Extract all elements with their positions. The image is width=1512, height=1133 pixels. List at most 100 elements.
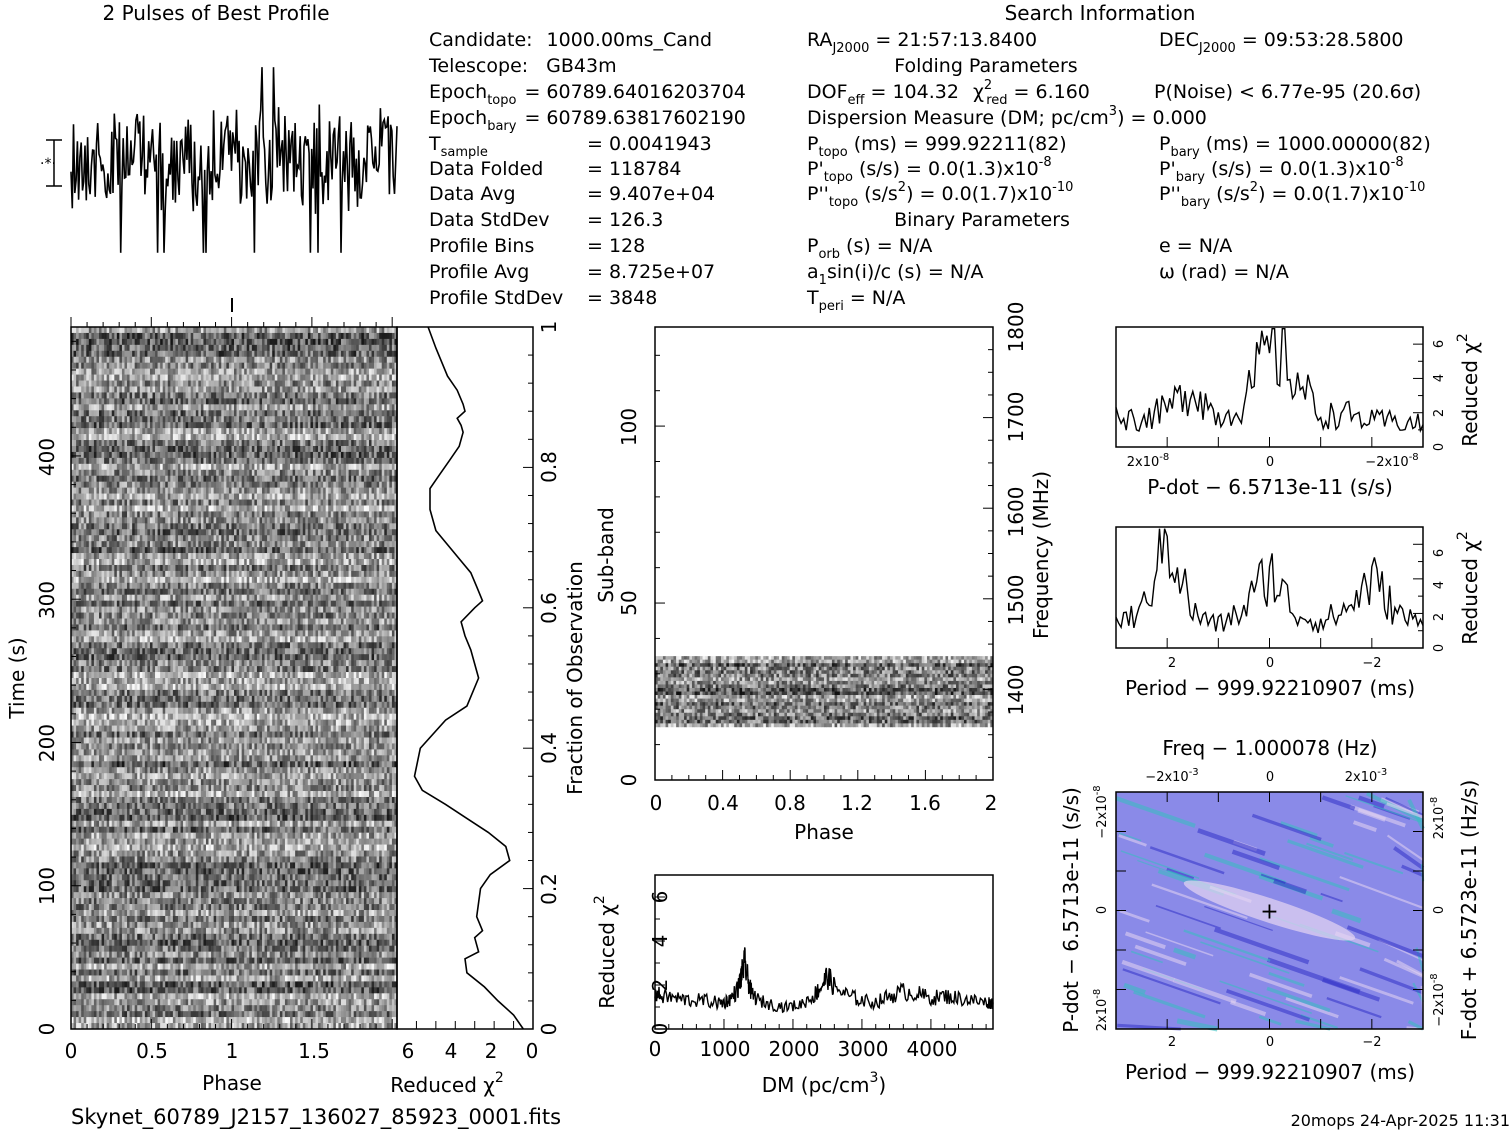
time-phase-cell [249,457,253,465]
time-phase-cell [351,362,355,369]
time-phase-cell [325,445,329,453]
time-phase-cell [244,535,248,542]
time-phase-cell [93,428,97,435]
time-phase-cell [193,398,197,405]
time-phase-cell [363,332,367,340]
time-phase-cell [239,457,242,465]
time-phase-cell [307,517,311,524]
time-phase-cell [305,392,309,399]
time-phase-cell [142,457,146,465]
time-phase-cell [76,445,79,453]
time-phase-cell [109,338,113,346]
time-phase-cell [162,469,166,477]
time-phase-cell [374,344,377,352]
time-phase-cell [348,356,352,363]
time-phase-cell [185,445,189,453]
time-phase-cell [155,392,158,399]
time-phase-cell [351,327,355,334]
time-phase-cell [320,451,324,459]
time-phase-cell [244,493,248,500]
time-phase-cell [236,451,240,459]
time-phase-cell [379,463,383,471]
time-phase-cell [262,434,265,441]
time-phase-cell [323,457,326,465]
time-phase-cell [269,356,273,363]
time-phase-cell [190,327,194,334]
time-phase-cell [142,553,146,560]
time-phase-cell [302,451,306,459]
time-phase-cell [211,535,214,542]
time-phase-cell [190,505,194,512]
time-phase-cell [358,362,362,369]
time-phase-cell [256,422,260,429]
time-phase-cell [366,410,370,417]
time-phase-cell [272,404,276,411]
time-phase-cell [340,410,344,417]
time-phase-cell [366,445,370,453]
time-phase-cell [241,451,245,459]
time-phase-cell [88,416,92,423]
time-phase-cell [343,440,347,447]
time-phase-cell [246,380,250,387]
time-phase-cell [371,392,375,399]
time-phase-cell [231,434,235,441]
time-phase-cell [132,529,135,536]
time-phase-cell [262,451,265,459]
time-phase-cell [389,463,393,471]
time-phase-cell [198,392,202,399]
time-phase-cell [284,535,288,542]
time-phase-cell [244,451,248,459]
time-phase-cell [175,386,179,393]
time-phase-cell [307,475,311,482]
time-phase-cell [297,535,301,542]
time-phase-cell [106,362,110,369]
time-phase-cell [180,350,184,358]
time-phase-cell [226,493,230,500]
time-phase-cell [155,511,158,518]
time-phase-cell [371,487,375,494]
time-phase-cell [88,535,92,542]
time-phase-cell [183,428,186,435]
time-phase-cell [318,529,321,536]
time-phase-cell [277,499,281,506]
time-phase-cell [134,451,138,459]
time-phase-cell [81,332,85,340]
time-phase-cell [116,327,120,334]
time-phase-cell [83,434,87,441]
time-phase-cell [267,434,270,441]
time-phase-cell [244,428,248,435]
time-phase-cell [287,499,291,506]
time-phase-cell [239,505,242,512]
time-phase-cell [86,344,90,352]
time-phase-cell [272,481,276,488]
time-phase-cell [236,398,240,405]
time-phase-cell [183,451,186,459]
time-phase-cell [391,535,395,542]
time-phase-cell [216,327,220,334]
time-phase-cell [147,523,151,530]
time-phase-cell [241,475,245,482]
time-phase-cell [338,368,342,375]
time-phase-cell [157,547,161,554]
time-phase-cell [93,338,97,346]
time-phase-cell [134,362,138,369]
time-phase-cell [315,481,319,488]
time-phase-cell [376,350,380,358]
time-phase-cell [111,368,115,375]
time-phase-cell [73,338,77,346]
time-phase-cell [73,440,77,447]
time-phase-cell [137,475,141,482]
time-phase-cell [320,487,324,494]
time-phase-cell [315,493,319,500]
time-phase-cell [353,362,357,369]
time-phase-cell [348,428,352,435]
time-phase-cell [111,553,115,560]
time-phase-cell [333,422,337,429]
time-phase-cell [111,374,115,381]
time-phase-cell [272,523,276,530]
time-phase-cell [244,440,248,447]
time-phase-cell [71,338,74,346]
time-phase-cell [162,350,166,358]
time-phase-cell [226,344,230,352]
time-phase-cell [99,535,102,542]
